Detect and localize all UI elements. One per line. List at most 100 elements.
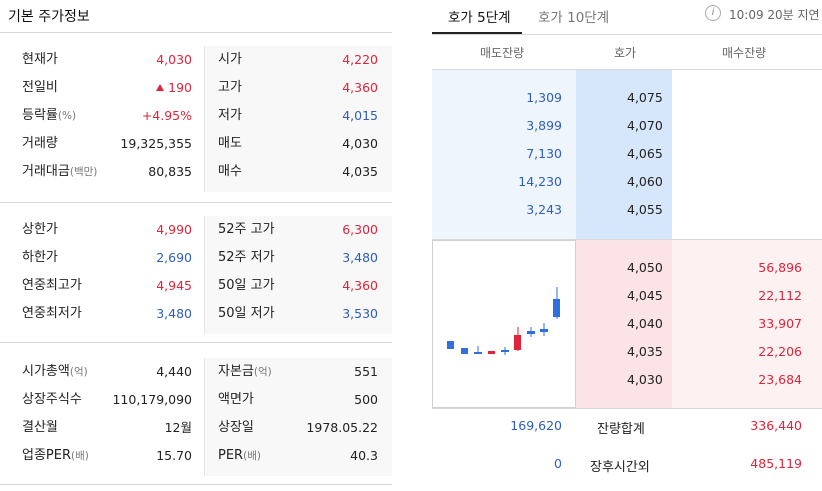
bid-price: 4,040 <box>627 316 663 331</box>
candle <box>553 299 560 317</box>
info-row: 상한가 4,990 52주 고가 6,300 <box>0 216 392 244</box>
afterhours-buy-qty: 485,119 <box>750 456 802 471</box>
info-value: 4,990 <box>156 216 192 244</box>
info-value: 4,030 <box>156 46 192 74</box>
delay-notice: 10:09 20분 지연 <box>729 8 820 22</box>
info-value-text: 15.70 <box>156 448 192 463</box>
ask-qty: 7,130 <box>526 146 562 161</box>
info-label-unit: (%) <box>57 110 77 122</box>
info-label: 전일비 <box>22 74 58 102</box>
info-value: 19,325,355 <box>120 130 192 158</box>
info-value: 4,220 <box>342 52 378 67</box>
info-icon[interactable]: i <box>705 5 721 21</box>
info-label-text: 업종PER <box>22 448 72 463</box>
candle <box>514 335 521 350</box>
info-row: 거래량 19,325,355 매도 4,030 <box>0 130 392 158</box>
info-label-text: 저가 <box>218 108 242 123</box>
info-label: 고가 <box>218 74 242 102</box>
info-value: 15.70 <box>156 442 192 470</box>
ask-qty: 1,309 <box>526 90 562 105</box>
info-value: 500 <box>354 392 378 407</box>
orderbook-header: 매도잔량 호가 매수잔량 <box>432 34 822 70</box>
info-label: 액면가 <box>218 386 254 414</box>
info-label-text: 상한가 <box>22 222 58 237</box>
column-divider <box>204 358 205 476</box>
info-value: 4,035 <box>342 164 378 179</box>
info-row: 업종PER(배) 15.70 PER(배) 40.3 <box>0 442 392 470</box>
ask-price: 4,055 <box>627 202 663 217</box>
info-value: 4,030 <box>342 136 378 151</box>
info-value-text: 110,179,090 <box>112 392 192 407</box>
info-label-text: 하한가 <box>22 250 58 265</box>
info-label-text: 전일비 <box>22 80 58 95</box>
info-value: 12월 <box>165 414 192 442</box>
total-label: 잔량합계 <box>597 422 645 437</box>
info-label: 상한가 <box>22 216 58 244</box>
bid-price-area <box>576 240 672 408</box>
info-label: 시가 <box>218 46 242 74</box>
info-label-unit: (억) <box>69 366 88 378</box>
info-label-text: PER <box>218 448 244 463</box>
info-label: 52주 저가 <box>218 244 275 272</box>
column-background <box>204 46 392 192</box>
info-value: 3,480 <box>156 300 192 328</box>
bid-price: 4,030 <box>627 372 663 387</box>
info-label-text: 50일 저가 <box>218 306 275 321</box>
bid-qty: 56,896 <box>758 260 802 275</box>
bid-qty: 33,907 <box>758 316 802 331</box>
ask-price-area <box>576 70 672 239</box>
info-row: 상장주식수 110,179,090 액면가 500 <box>0 386 392 414</box>
info-row: 전일비 190 고가 4,360 <box>0 74 392 102</box>
info-value-text: 80,835 <box>148 164 192 179</box>
info-label-text: 거래량 <box>22 136 58 151</box>
ask-price: 4,075 <box>627 90 663 105</box>
info-label-text: 현재가 <box>22 52 58 67</box>
info-label-text: 연중최고가 <box>22 278 82 293</box>
tab-5-levels[interactable]: 호가 5단계 <box>448 10 511 26</box>
column-divider <box>204 216 205 334</box>
info-label: 매도 <box>218 130 242 158</box>
info-value: 4,360 <box>342 80 378 95</box>
divider <box>0 32 392 33</box>
info-label-text: 52주 고가 <box>218 222 275 237</box>
info-value: 3,530 <box>342 306 378 321</box>
candle <box>527 331 535 334</box>
info-value-text: 2,690 <box>156 250 192 265</box>
bid-qty-area <box>672 240 822 408</box>
column-divider <box>204 46 205 192</box>
info-label: 상장일 <box>218 414 254 442</box>
candle <box>540 329 548 332</box>
info-row: 연중최저가 3,480 50일 저가 3,530 <box>0 300 392 328</box>
info-label-text: 등락률 <box>22 108 58 123</box>
basic-info-title: 기본 주가정보 <box>8 9 90 25</box>
info-value: 3,480 <box>342 250 378 265</box>
bid-qty: 22,206 <box>758 344 802 359</box>
bid-price: 4,035 <box>627 344 663 359</box>
info-value: 190 <box>156 74 192 102</box>
candle-chart-svg <box>447 287 560 355</box>
info-value: 2,690 <box>156 244 192 272</box>
info-label-text: 액면가 <box>218 392 254 407</box>
header-buy-qty: 매수잔량 <box>722 46 767 60</box>
info-value: 4,440 <box>156 358 192 386</box>
ask-qty: 3,899 <box>526 118 562 133</box>
divider <box>0 484 392 485</box>
info-value-text: 4,945 <box>156 278 192 293</box>
info-row: 등락률(%) +4.95% 저가 4,015 <box>0 102 392 130</box>
header-price: 호가 <box>614 46 637 60</box>
info-row: 연중최고가 4,945 50일 고가 4,360 <box>0 272 392 300</box>
ask-price: 4,065 <box>627 146 663 161</box>
ask-qty: 3,243 <box>526 202 562 217</box>
info-row: 현재가 4,030 시가 4,220 <box>0 46 392 74</box>
candle <box>461 348 468 354</box>
info-value: 4,945 <box>156 272 192 300</box>
tab-10-levels[interactable]: 호가 10단계 <box>538 10 610 26</box>
bid-qty: 22,112 <box>758 288 802 303</box>
info-label: 시가총액(억) <box>22 358 88 386</box>
info-value: 4,015 <box>342 108 378 123</box>
info-label-text: 결산월 <box>22 420 58 435</box>
total-buy-qty: 336,440 <box>750 418 802 433</box>
afterhours-label: 장후시간외 <box>590 460 650 475</box>
ask-price: 4,060 <box>627 174 663 189</box>
info-label-text: 연중최저가 <box>22 306 82 321</box>
